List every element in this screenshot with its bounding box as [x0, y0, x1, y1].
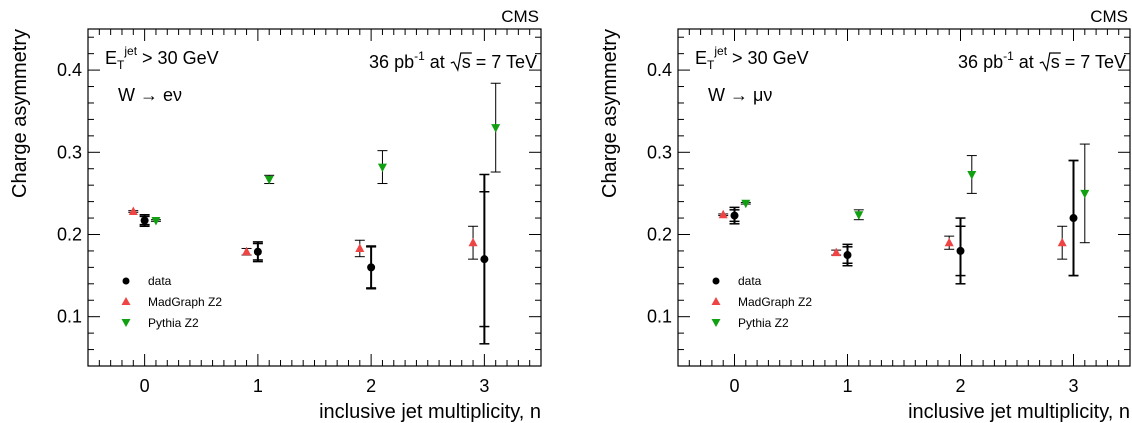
lumi-energy: = 7 TeV: [1060, 52, 1126, 72]
cut-annotation: ETjet > 30 GeV: [105, 44, 219, 72]
x-tick-label: 3: [479, 376, 489, 396]
pythia-point: [1080, 189, 1090, 199]
pythia-point: [741, 199, 751, 209]
pythia-point: [151, 217, 161, 226]
madgraph-point: [944, 237, 954, 247]
channel-annotation: W → eν: [118, 85, 182, 105]
cut-suffix: > 30 GeV: [727, 48, 809, 68]
pythia-point: [491, 124, 501, 133]
data-point: [1069, 214, 1078, 223]
cms-label: CMS: [1090, 7, 1128, 26]
cut-sup: jet: [123, 44, 137, 58]
legend-marker-triangle-down: [121, 319, 131, 327]
legend: data MadGraph Z2 Pythia Z2: [711, 274, 812, 330]
lumi-sup: -1: [1003, 49, 1014, 63]
y-tick-label: 0.3: [57, 142, 82, 162]
data-point: [843, 251, 852, 260]
lumi-sup: -1: [414, 49, 425, 63]
x-tick-label: 2: [366, 376, 376, 396]
madgraph-point: [831, 247, 841, 257]
x-tick-label: 1: [842, 376, 852, 396]
x-axis-label: inclusive jet multiplicity, n: [908, 401, 1130, 423]
y-tick-label: 0.4: [57, 60, 82, 80]
cut-prefix: E: [105, 48, 117, 68]
data-point: [480, 255, 489, 264]
madgraph-point: [718, 209, 728, 219]
x-tick-label: 0: [729, 376, 739, 396]
y-axis-label: Charge asymmetry: [9, 29, 31, 198]
panel-2: CMS 0.1 0.2 0.3 0.4 0 1 2 3 inclusive jet multipl…: [599, 7, 1131, 423]
x-tick-label: 0: [140, 376, 150, 396]
lumi-value: 36 pb: [958, 52, 1003, 72]
madgraph-point: [355, 243, 365, 252]
sqrt-sign: [450, 52, 472, 72]
series-pythia-z2: [740, 143, 1090, 244]
legend-label: Pythia Z2: [738, 316, 789, 330]
channel-annotation: W → μν: [708, 85, 772, 105]
lumi-annotation: 36 pb-1 at s = 7 TeV: [958, 49, 1126, 72]
y-tick-label: 0.1: [57, 307, 82, 327]
y-tick-label: 0.3: [647, 142, 672, 162]
series-madgraph-z2: [718, 209, 1068, 260]
pythia-point: [854, 211, 864, 220]
data-point: [730, 211, 739, 220]
legend-marker-circle: [712, 277, 720, 285]
data-point: [956, 246, 965, 255]
legend: data MadGraph Z2 Pythia Z2: [121, 274, 222, 330]
pythia-point: [264, 175, 274, 185]
data-point: [253, 247, 262, 256]
legend-label: data: [148, 274, 172, 288]
y-tick-label: 0.1: [647, 307, 672, 327]
x-axis-label: inclusive jet multiplicity, n: [319, 401, 541, 423]
lumi-energy: = 7 TeV: [471, 52, 537, 72]
data-point: [140, 216, 149, 225]
legend-marker-circle: [122, 277, 130, 285]
y-axis-label: Charge asymmetry: [599, 29, 621, 198]
x-tick-label: 2: [955, 376, 965, 396]
lumi-at: at: [425, 52, 450, 72]
series-pythia-z2: [150, 82, 501, 226]
data-point: [367, 263, 376, 272]
legend-marker-triangle-down: [711, 319, 721, 327]
legend-marker-triangle-up: [121, 297, 131, 305]
series-madgraph-z2: [128, 206, 479, 260]
cut-prefix: E: [695, 48, 707, 68]
cut-annotation: ETjet > 30 GeV: [695, 44, 809, 72]
legend-label: data: [738, 274, 762, 288]
cut-sub: T: [707, 58, 715, 72]
cms-label: CMS: [501, 7, 539, 26]
legend-label: MadGraph Z2: [148, 295, 222, 309]
cut-suffix: > 30 GeV: [137, 48, 219, 68]
x-tick-label: 3: [1068, 376, 1078, 396]
lumi-at: at: [1014, 52, 1039, 72]
legend-label: Pythia Z2: [148, 316, 199, 330]
pythia-point: [967, 170, 977, 180]
sqrt-sign: [1039, 52, 1061, 72]
x-tick-label: 1: [253, 376, 263, 396]
cut-sup: jet: [713, 44, 727, 58]
cut-sub: T: [117, 58, 125, 72]
legend-label: MadGraph Z2: [738, 295, 812, 309]
madgraph-point: [128, 206, 138, 215]
lumi-s: s: [462, 52, 471, 72]
series-data: [139, 173, 490, 345]
madgraph-point: [468, 237, 478, 247]
y-tick-label: 0.4: [647, 60, 672, 80]
lumi-annotation: 36 pb-1 at s = 7 TeV: [369, 49, 537, 72]
panel-1: CMS 0.1 0.2 0.3 0.4 0 1 2 3 inclusive jet multipl…: [9, 7, 542, 423]
legend-marker-triangle-up: [711, 297, 721, 305]
series-data: [729, 159, 1079, 285]
pythia-point: [377, 163, 387, 173]
y-tick-label: 0.2: [57, 224, 82, 244]
madgraph-point: [242, 246, 252, 256]
lumi-value: 36 pb: [369, 52, 414, 72]
madgraph-point: [1057, 237, 1067, 247]
y-tick-label: 0.2: [647, 224, 672, 244]
lumi-s: s: [1051, 52, 1060, 72]
